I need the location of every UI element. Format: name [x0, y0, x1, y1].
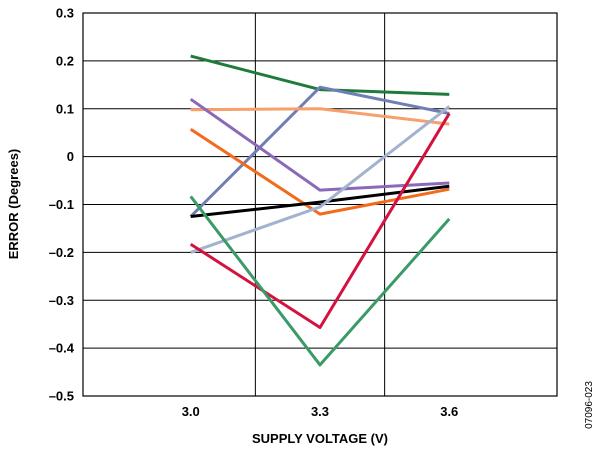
x-tick-label: 3.3: [311, 404, 329, 419]
x-tick-label: 3.6: [440, 404, 458, 419]
y-tick-label: –0.2: [49, 245, 74, 260]
x-tick-label: 3.0: [182, 404, 200, 419]
y-tick-label: 0.2: [56, 53, 74, 68]
y-tick-label: –0.4: [49, 341, 75, 356]
x-tick-labels: 3.0 3.3 3.6: [182, 404, 459, 419]
figure-id: 07096-023: [584, 381, 595, 429]
y-tick-label: –0.1: [49, 197, 74, 212]
y-tick-label: 0.1: [56, 101, 74, 116]
y-tick-labels: 0.3 0.2 0.1 0 –0.1 –0.2 –0.3 –0.4 –0.5: [49, 6, 75, 404]
y-axis-label: ERROR (Degrees): [6, 149, 21, 260]
x-axis-label: SUPPLY VOLTAGE (V): [252, 431, 388, 446]
y-tick-label: 0.3: [56, 6, 74, 21]
y-tick-label: –0.3: [49, 293, 74, 308]
y-tick-label: –0.5: [49, 389, 74, 404]
y-tick-label: 0: [67, 149, 74, 164]
